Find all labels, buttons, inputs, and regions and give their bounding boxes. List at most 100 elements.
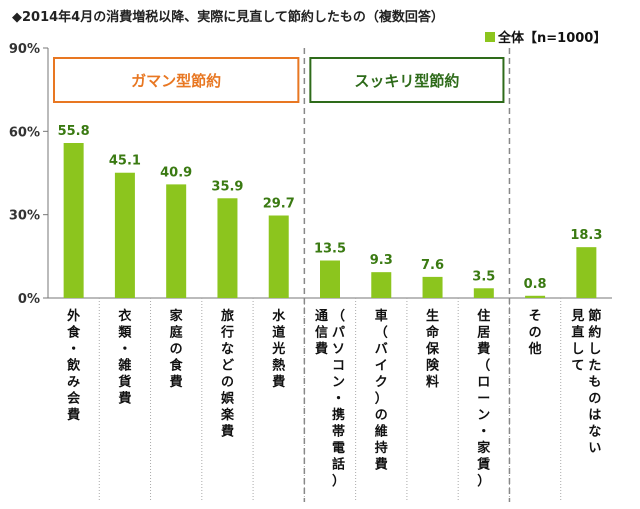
category-char: 家 [477,440,491,456]
category-char: な [588,425,601,440]
category-char: の [375,408,388,423]
category-char: み [67,375,80,390]
category-char: 旅 [221,308,234,324]
category-char: 料 [426,374,439,390]
legend-label: 全体【n=1000】 [497,30,606,46]
category-char: ー [477,392,490,407]
category-label: 住居費（ローン・家賃） [476,308,491,489]
category-char: そ [529,309,542,324]
legend-swatch [485,32,495,42]
bars: 55.8 45.1 40.9 35.9 29.7 13.5 9.3 7.6 3.5 0.8 18.3 [58,124,602,298]
y-tick-label: 60% [9,125,40,140]
value-label: 7.6 [421,258,444,273]
chart-title: ◆2014年4月の消費増税以降、実際に見直して節約したもの（複数回答） [12,9,444,25]
category-char: 会 [67,391,81,407]
category-char: な [221,342,234,357]
axes: 0% 30% 60% 90% [9,42,612,502]
category-char: パ [332,326,345,341]
category-char: 信 [315,325,328,341]
bar [166,184,187,298]
category-char: 食 [170,358,184,374]
category-char: 食 [67,325,81,341]
category-char: 熱 [272,358,285,374]
category-char: 見 [570,309,584,324]
category-char: 賃 [476,457,490,473]
group-box [309,57,505,103]
group-label: スッキリ型節約 [354,72,459,90]
category-char: て [571,359,584,374]
category-char: 険 [426,358,440,374]
category-char: た [588,359,601,374]
bar [63,143,84,298]
category-char: 命 [425,325,440,341]
category-char: ・ [67,342,80,357]
group-box [53,57,300,103]
category-char: の [221,375,234,390]
category-char: ） [332,473,345,489]
category-char: ソ [332,342,345,357]
value-label: 40.9 [160,165,192,180]
category-char: も [588,375,601,390]
category-char: ） [375,391,388,407]
category-char: 直 [571,325,584,341]
category-char: 道 [272,325,285,341]
category-char: コ [332,359,345,374]
category-char: （ [375,325,388,341]
category-char: ど [221,359,234,374]
category-char: 光 [271,341,285,357]
category-char: の [588,392,601,407]
category-char: 電 [332,441,345,456]
category-char: 生 [426,308,439,324]
y-tick-label: 30% [9,209,40,224]
bar [576,247,597,298]
category-char: 節 [588,308,601,324]
category-char: （ [477,358,490,374]
category-char: 庭 [170,325,184,341]
bar [217,198,238,298]
category-char: 行 [220,325,234,341]
category-char: 費 [272,374,285,390]
category-char: ・ [118,342,131,357]
category-char: 費 [170,374,183,390]
bar [422,276,443,298]
category-char: 車 [375,308,388,324]
group-label: ガマン型節約 [131,72,221,90]
category-char: 携 [332,407,345,423]
category-char: 費 [67,407,80,423]
value-label: 13.5 [314,242,346,257]
category-char: ン [332,375,345,390]
category-char: ・ [477,425,490,440]
value-label: 45.1 [109,154,141,169]
y-tick-label: 0% [18,292,40,307]
category-char: 費 [118,391,131,407]
bar [268,215,289,298]
bar [473,288,494,298]
category-char: し [571,342,584,357]
bar [371,272,392,298]
category-char: 費 [375,457,388,473]
category-char: 水 [272,308,286,324]
value-label: 18.3 [570,228,602,243]
bar [114,172,135,298]
category-char: 楽 [220,407,235,423]
category-label: その他 [528,309,542,357]
category-char: ン [477,408,490,423]
category-char: 他 [528,341,542,357]
value-label: 35.9 [211,179,243,194]
category-char: 維 [375,424,388,440]
category-char: 約 [588,325,601,341]
category-char: 娯 [221,391,234,407]
category-char: 持 [375,440,388,456]
category-char: 家 [170,308,184,324]
category-label: 衣類・雑貨費 [117,308,132,407]
category-char: ） [477,473,490,489]
category-char: （ [332,308,345,324]
category-char: 通 [315,308,328,324]
category-char: の [529,326,542,341]
category-char: 類 [117,326,132,341]
